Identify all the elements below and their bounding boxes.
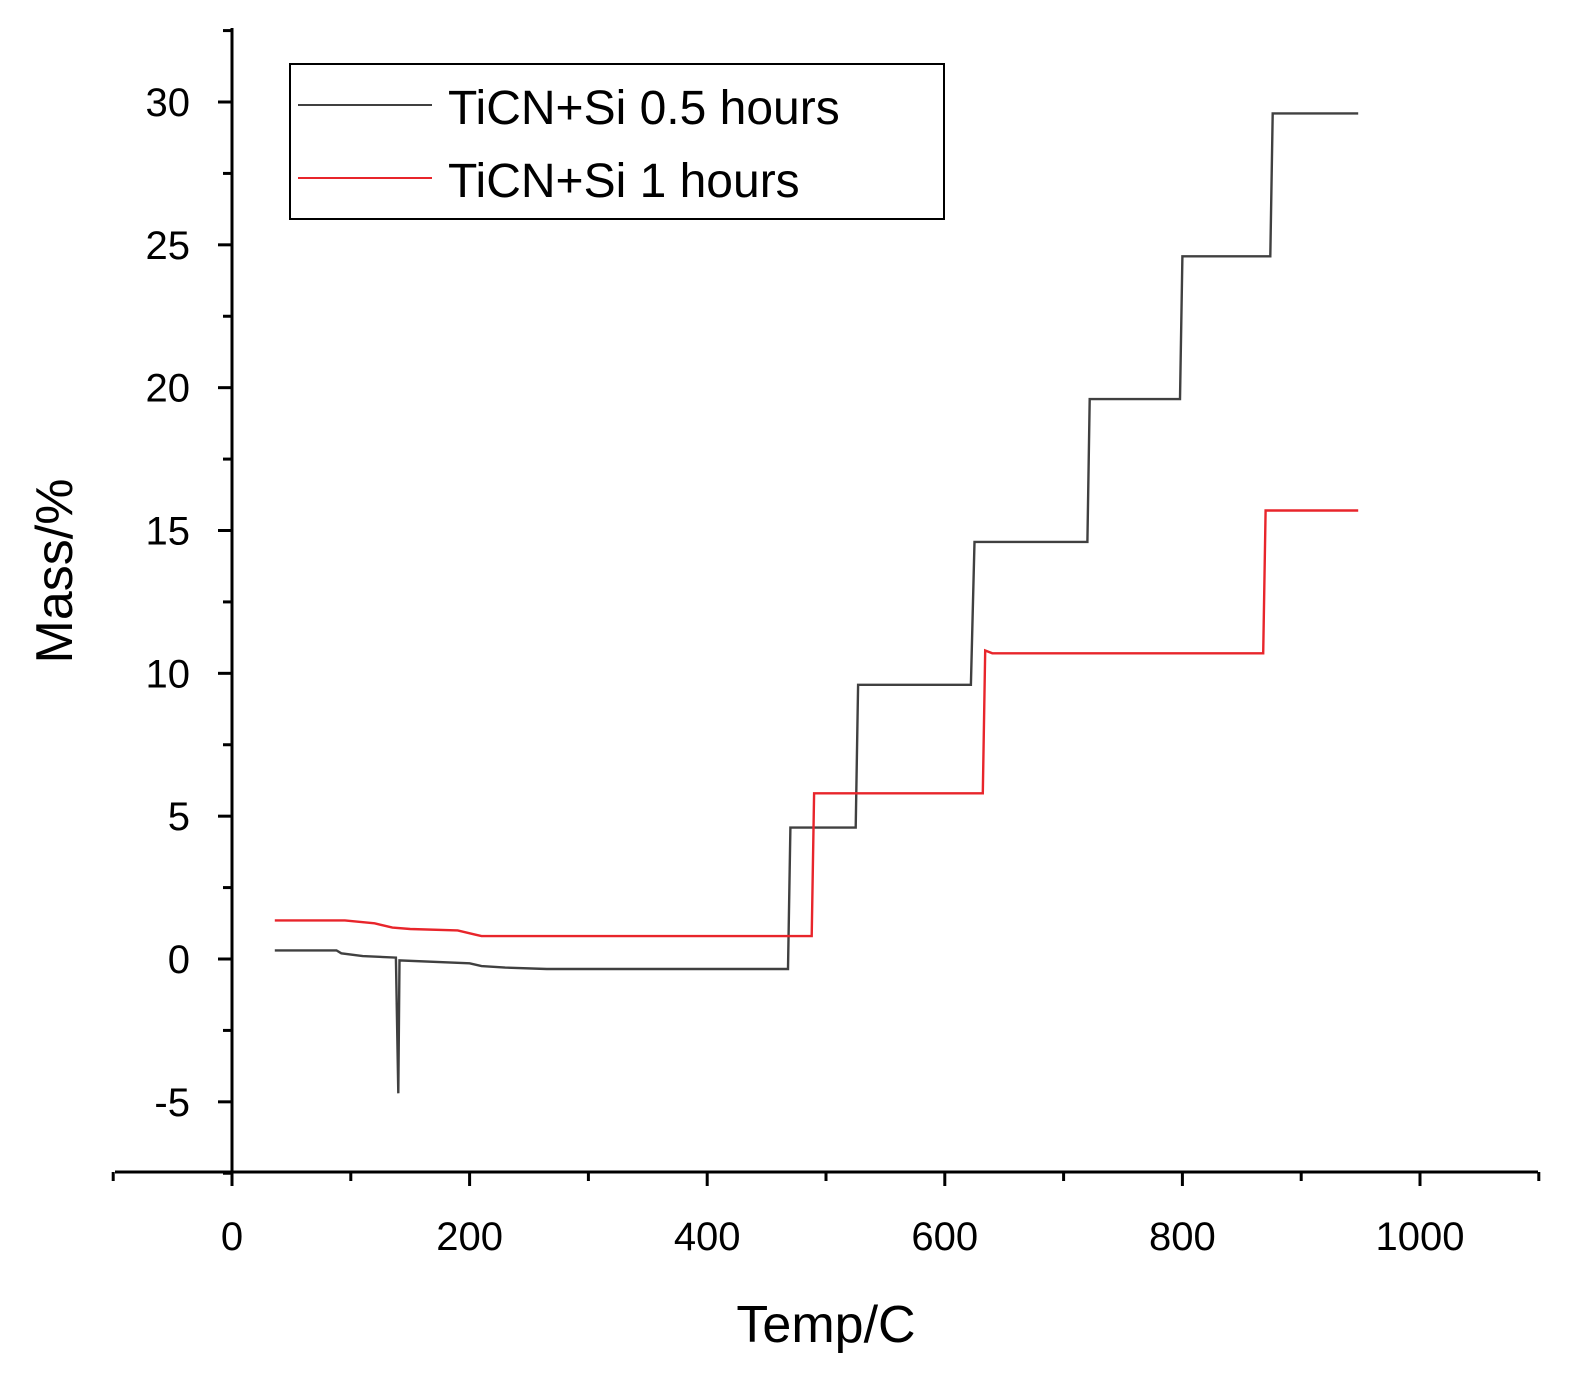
plot-area [274, 112, 1359, 1094]
x-tick-label: 400 [674, 1215, 741, 1259]
legend-label-1-hours: TiCN+Si 1 hours [448, 155, 800, 208]
x-tick-label: 200 [436, 1215, 503, 1259]
y-tick-label: 30 [146, 81, 191, 125]
series-line-0p5-hours [274, 112, 1359, 1094]
y-tick-label: 20 [146, 367, 191, 411]
y-tick-label: 5 [168, 795, 190, 839]
legend: TiCN+Si 0.5 hours TiCN+Si 1 hours [289, 63, 945, 220]
y-tick-label: 0 [168, 938, 190, 982]
x-axis-title: Temp/C [736, 1296, 915, 1354]
x-tick-label: 800 [1149, 1215, 1216, 1259]
x-tick-label: 0 [221, 1215, 243, 1259]
y-axis-title: Mass/% [26, 479, 84, 664]
legend-label-0p5-hours: TiCN+Si 0.5 hours [448, 82, 840, 135]
y-tick-label: 15 [146, 510, 191, 554]
y-tick-label: 25 [146, 224, 191, 268]
x-tick-label: 1000 [1376, 1215, 1465, 1259]
legend-box [289, 63, 945, 220]
y-tick-label: -5 [154, 1081, 190, 1125]
ticks: 0 200 400 600 800 1000 -5 0 5 10 15 20 25 30 [111, 29, 1541, 1259]
x-tick-label: 600 [911, 1215, 978, 1259]
y-tick-label: 10 [146, 652, 191, 696]
series-line-1-hours [274, 509, 1359, 938]
